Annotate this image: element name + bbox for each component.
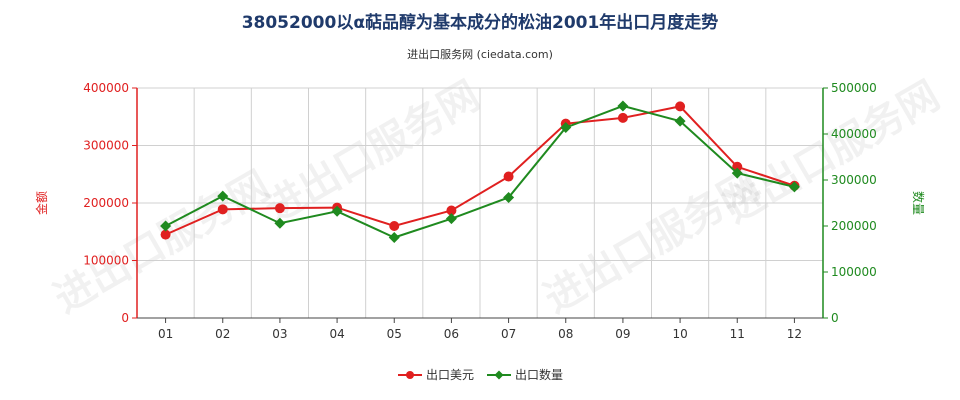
- right-axis-tick-label: 500000: [831, 81, 877, 95]
- x-axis-tick-label: 05: [387, 327, 402, 341]
- series-2-point: [388, 232, 400, 243]
- legend-label-2: 出口数量: [515, 367, 563, 382]
- x-axis-tick-label: 07: [501, 327, 516, 341]
- left-axis-tick-label: 200000: [83, 196, 129, 210]
- series-1-point: [446, 205, 457, 216]
- series-2-point: [788, 181, 800, 193]
- x-axis-tick-label: 06: [444, 327, 459, 341]
- series-line-1: [165, 105, 795, 236]
- series-2-point: [560, 122, 572, 134]
- left-axis-tick-label: 100000: [83, 254, 129, 268]
- x-axis-tick-label: 01: [158, 327, 173, 341]
- left-axis-tick-label: 300000: [83, 139, 129, 153]
- series-1-point: [217, 204, 228, 215]
- legend-marker-2: [494, 370, 504, 380]
- right-axis-tick-label: 100000: [831, 265, 877, 279]
- right-axis-tick-label: 200000: [831, 219, 877, 233]
- series-2-point: [674, 115, 686, 127]
- series-1-point: [503, 171, 514, 182]
- series-2-point: [617, 100, 629, 112]
- x-axis-tick-label: 10: [672, 327, 687, 341]
- series-2-point: [331, 205, 343, 217]
- legend-marker-1: [406, 371, 414, 379]
- left-axis-label: 金额: [34, 191, 49, 215]
- series-2-point: [217, 190, 229, 202]
- series-1-point: [274, 203, 285, 214]
- left-axis-tick-label: 0: [121, 311, 129, 325]
- series-1-point: [160, 229, 171, 240]
- x-axis-tick-label: 09: [615, 327, 630, 341]
- series-1-point: [732, 161, 743, 172]
- series-1-point: [617, 112, 628, 123]
- series-2-point: [274, 217, 286, 229]
- right-axis-tick-label: 400000: [831, 127, 877, 141]
- series-2-point: [731, 167, 743, 179]
- series-line-2: [165, 104, 795, 239]
- x-axis-tick-label: 03: [272, 327, 287, 341]
- x-axis-tick-label: 08: [558, 327, 573, 341]
- x-axis-tick-label: 11: [730, 327, 745, 341]
- x-axis-tick-label: 04: [329, 327, 344, 341]
- series-2-point: [160, 220, 172, 232]
- series-2-point: [503, 191, 515, 203]
- left-axis-tick-label: 400000: [83, 81, 129, 95]
- right-axis-tick-label: 300000: [831, 173, 877, 187]
- legend-label-1: 出口美元: [426, 368, 474, 382]
- chart-title: 38052000以α萜品醇为基本成分的松油2001年出口月度走势: [241, 13, 719, 33]
- right-axis-label: 数量: [911, 191, 926, 215]
- x-axis-tick-label: 12: [787, 327, 802, 341]
- x-axis-tick-label: 02: [215, 327, 230, 341]
- series-1-point: [389, 221, 400, 231]
- right-axis-tick-label: 0: [831, 311, 839, 325]
- series-1-point: [675, 101, 686, 112]
- chart-subtitle: 进出口服务网 (ciedata.com): [407, 48, 553, 61]
- series-2-point: [445, 213, 457, 225]
